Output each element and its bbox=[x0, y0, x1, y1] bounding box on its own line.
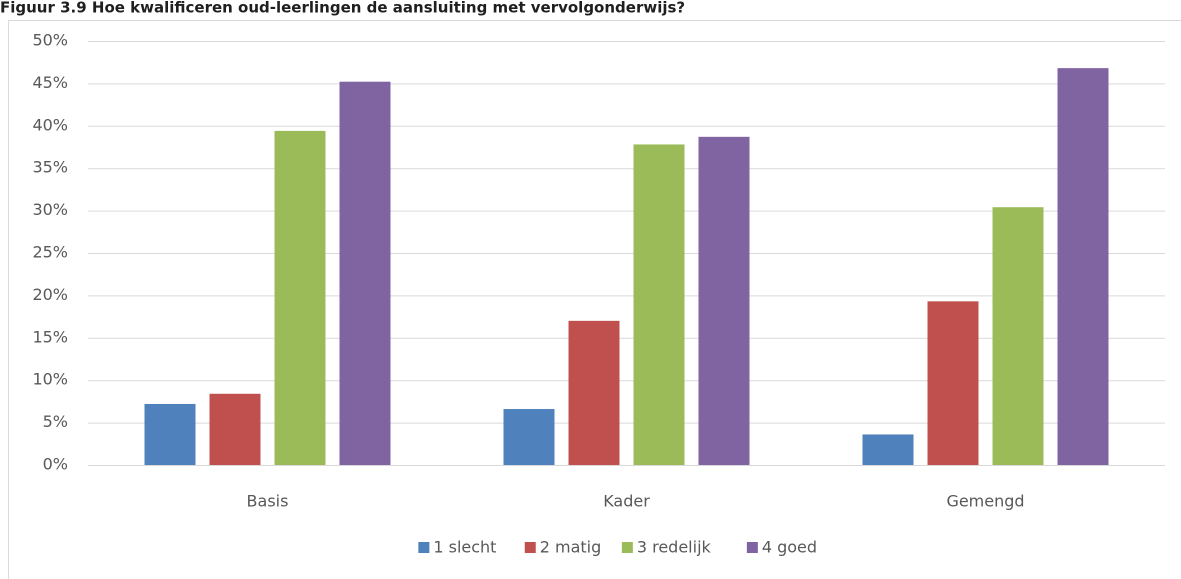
bar bbox=[927, 301, 979, 465]
y-tick-label: 10% bbox=[32, 370, 68, 389]
legend-label: 4 goed bbox=[762, 538, 817, 557]
legend-label: 2 matig bbox=[540, 538, 602, 557]
y-tick-label: 50% bbox=[32, 31, 68, 50]
y-tick-label: 40% bbox=[32, 115, 68, 134]
chart-frame bbox=[8, 20, 1181, 579]
chart-title: Figuur 3.9 Hoe kwalificeren oud-leerling… bbox=[0, 0, 685, 17]
bar bbox=[339, 81, 391, 465]
legend-swatch bbox=[746, 542, 758, 553]
bar bbox=[992, 207, 1044, 465]
bar bbox=[144, 403, 196, 465]
y-tick-label: 35% bbox=[32, 158, 68, 177]
legend-swatch bbox=[524, 542, 536, 553]
y-tick-label: 15% bbox=[32, 327, 68, 346]
bar bbox=[698, 136, 750, 465]
y-tick-label: 30% bbox=[32, 200, 68, 219]
legend-swatch bbox=[418, 542, 430, 553]
bar bbox=[633, 144, 685, 465]
bar bbox=[862, 434, 914, 465]
legend-label: 1 slecht bbox=[433, 538, 496, 557]
bar bbox=[503, 409, 555, 465]
bar bbox=[209, 393, 261, 465]
y-tick-label: 25% bbox=[32, 243, 68, 262]
x-tick-label: Gemengd bbox=[946, 492, 1024, 511]
y-tick-label: 0% bbox=[43, 455, 68, 474]
bar bbox=[1057, 68, 1109, 466]
bar bbox=[274, 130, 326, 465]
y-tick-label: 5% bbox=[43, 412, 68, 431]
y-tick-label: 45% bbox=[32, 73, 68, 92]
legend-swatch bbox=[621, 542, 633, 553]
y-tick-label: 20% bbox=[32, 285, 68, 304]
bar bbox=[568, 320, 620, 465]
x-tick-label: Kader bbox=[603, 492, 650, 511]
legend-label: 3 redelijk bbox=[637, 538, 712, 557]
x-tick-label: Basis bbox=[247, 492, 289, 511]
